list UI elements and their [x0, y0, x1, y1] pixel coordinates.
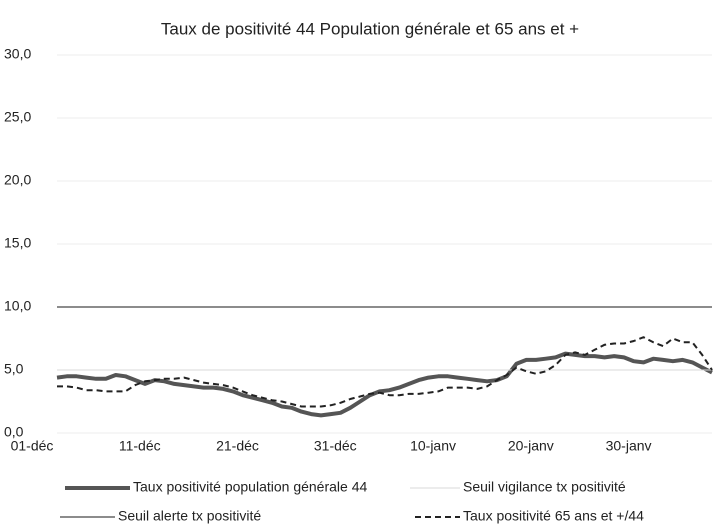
x-tick-label: 20-janv: [508, 438, 554, 454]
y-tick-label: 15,0: [4, 235, 31, 251]
x-tick-label: 21-déc: [216, 438, 259, 454]
y-tick-label: 20,0: [4, 172, 31, 188]
x-tick-label: 01-déc: [11, 438, 54, 454]
series-line: [56, 351, 713, 418]
x-tick-label: 31-déc: [314, 438, 357, 454]
y-tick-label: 5,0: [4, 361, 24, 377]
chart-title: Taux de positivité 44 Population général…: [161, 19, 579, 38]
legend-label: Taux positivité population générale 44: [133, 479, 367, 495]
legend-label: Seuil alerte tx positivité: [118, 508, 261, 524]
y-tick-label: 30,0: [4, 46, 31, 62]
series-line: [57, 336, 713, 408]
y-tick-label: 10,0: [4, 298, 31, 314]
legend-label: Taux positivité 65 ans et +/44: [463, 508, 644, 524]
y-tick-label: 0,0: [4, 424, 24, 440]
legend-label: Seuil vigilance tx positivité: [463, 479, 626, 495]
y-tick-label: 25,0: [4, 109, 31, 125]
x-tick-label: 11-déc: [119, 438, 161, 454]
x-tick-label: 10-janv: [410, 438, 456, 454]
x-tick-label: 30-janv: [606, 438, 652, 454]
